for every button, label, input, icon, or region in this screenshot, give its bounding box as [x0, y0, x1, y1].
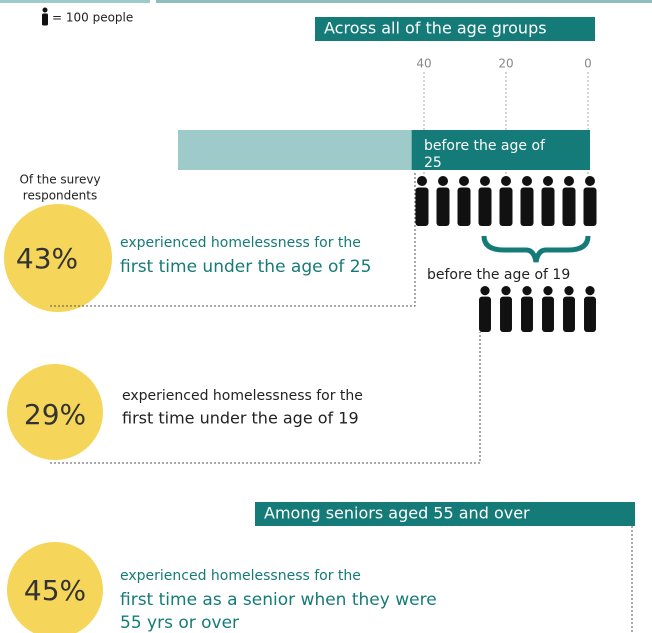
stat-circle [4, 204, 112, 312]
person-body [500, 296, 512, 332]
person-icon [415, 176, 429, 226]
person-icon [500, 286, 512, 332]
stat-text: first time under the age of 19 [122, 409, 359, 428]
person-icon [541, 176, 555, 226]
person-icon [436, 176, 450, 226]
title-box [255, 502, 635, 526]
connector [50, 172, 416, 307]
stat-text: experienced homelessness for the [122, 388, 363, 404]
tick-label: 0 [584, 57, 592, 71]
stat-text: first time as a senior when they were [120, 590, 437, 610]
bar-label: 25 [424, 155, 442, 171]
person-head [522, 286, 532, 296]
bar-label: before the age of [424, 138, 546, 154]
stat-percent: 45% [24, 574, 86, 607]
person-icon [499, 176, 513, 226]
respondents: Of the surevy [19, 173, 100, 187]
title-box [315, 17, 595, 41]
person-body [436, 187, 450, 226]
person-body [541, 187, 555, 226]
title: Among seniors aged 55 and over [264, 504, 530, 523]
person-icon [584, 286, 596, 332]
person-body [542, 296, 554, 332]
stat-text: experienced homelessness for the [120, 568, 361, 584]
person-body [562, 187, 576, 226]
person-head [480, 176, 490, 186]
person-head [564, 286, 574, 296]
stat-percent: 29% [24, 398, 86, 431]
connector [50, 332, 481, 464]
title: Across all of the age groups [324, 19, 547, 38]
stat-text: first time under the age of 25 [120, 257, 371, 277]
stat-percent: 43% [16, 242, 78, 275]
person-body [583, 187, 597, 226]
person-icon [521, 286, 533, 332]
person-body [584, 296, 596, 332]
top-strip [0, 0, 150, 3]
person-head [480, 286, 490, 296]
person-head [522, 176, 532, 186]
person-icon [479, 286, 491, 332]
person-body [479, 296, 491, 332]
respondents: respondents [23, 189, 97, 203]
person-icon [478, 176, 492, 226]
person-icon [563, 286, 575, 332]
person-body [457, 187, 471, 226]
person-head [564, 176, 574, 186]
person-icon [457, 176, 471, 226]
person-body [499, 187, 513, 226]
person-head [501, 286, 511, 296]
tick-label: 40 [416, 57, 431, 71]
person-body [478, 187, 492, 226]
person-head [438, 176, 448, 186]
second-label: before the age of 19 [427, 267, 570, 283]
person-head [543, 176, 553, 186]
person-head [585, 286, 595, 296]
legend-icon [42, 7, 48, 26]
person-body [521, 296, 533, 332]
stat-circle [7, 364, 103, 460]
person-body [415, 187, 429, 226]
person-head [417, 176, 427, 186]
stat-text: 55 yrs or over [120, 613, 239, 633]
person-body [563, 296, 575, 332]
legend-label: = 100 people [52, 11, 133, 25]
person-head [543, 286, 553, 296]
person-icon [583, 176, 597, 226]
tick-label: 20 [498, 57, 513, 71]
person-icon [562, 176, 576, 226]
person-icon [542, 286, 554, 332]
person-head [585, 176, 595, 186]
person-head [501, 176, 511, 186]
person-body [520, 187, 534, 226]
stat-text: experienced homelessness for the [120, 235, 361, 251]
person-head [459, 176, 469, 186]
person-icon [520, 176, 534, 226]
value-bar [411, 130, 590, 170]
stat-circle [7, 542, 103, 633]
brace [481, 235, 591, 263]
top-strip [156, 0, 652, 3]
